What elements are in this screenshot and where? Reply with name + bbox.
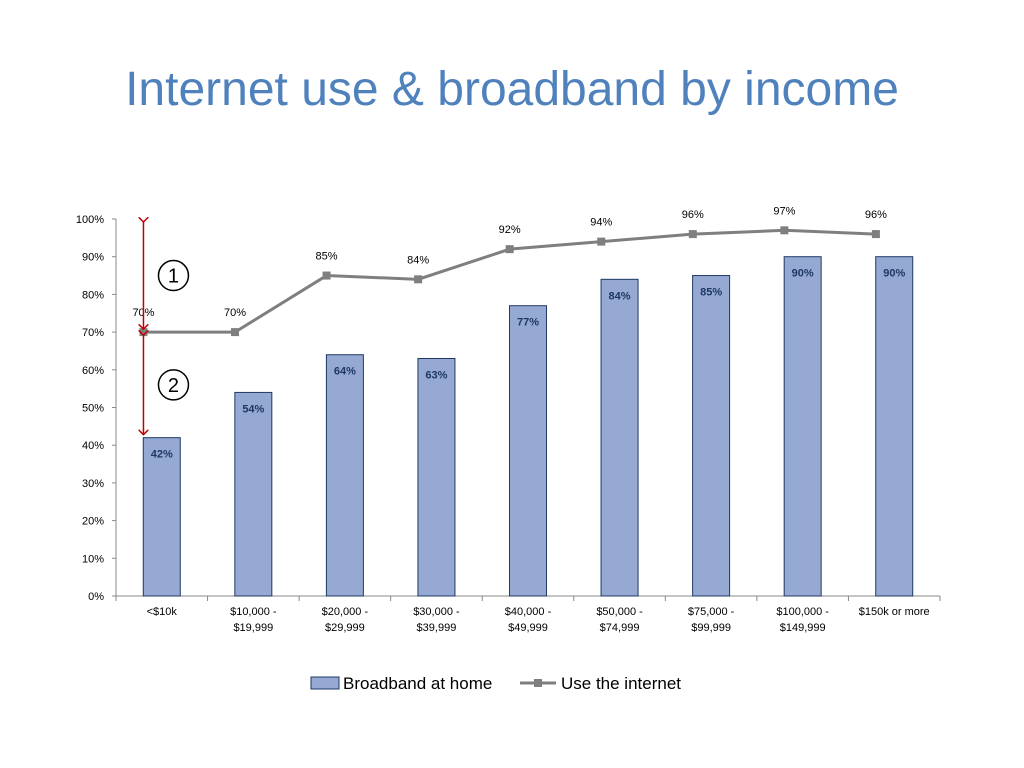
y-tick-label: 70%: [82, 327, 104, 339]
x-tick-label: $50,000 -$74,999: [596, 606, 643, 634]
bar: [600, 278, 639, 597]
x-tick-label: $20,000 -$29,999: [322, 606, 369, 634]
x-tick-label: <$10k: [147, 606, 178, 618]
bar-data-label: 90%: [792, 268, 814, 280]
bar: [875, 256, 914, 597]
y-tick-label: 0%: [88, 591, 104, 603]
x-tick-label: $100,000 -$149,999: [776, 606, 829, 634]
bar: [692, 275, 731, 597]
legend-label-broadband: Broadband at home: [343, 674, 492, 693]
legend-label-internet: Use the internet: [561, 674, 681, 693]
y-tick-label: 20%: [82, 516, 104, 528]
line-data-label: 70%: [224, 307, 246, 319]
line-data-label: 96%: [865, 209, 887, 221]
legend: Broadband at home Use the internet: [310, 674, 681, 693]
line-point: [139, 328, 148, 337]
bar: [234, 391, 273, 597]
line-data-label: 94%: [590, 217, 612, 229]
bar-data-label: 90%: [883, 268, 905, 280]
bar-data-label: 42%: [151, 449, 173, 461]
legend-swatch-marker: [534, 679, 542, 687]
bar: [142, 437, 181, 597]
y-tick-label: 40%: [82, 440, 104, 452]
annotation-number: 2: [168, 375, 179, 397]
line-point: [597, 237, 606, 246]
annotation-number: 1: [168, 266, 179, 288]
y-axis: 0% 10% 20% 30% 40% 50% 60% 70% 80% 90% 100%: [76, 214, 117, 603]
y-tick-label: 30%: [82, 478, 104, 490]
line-point: [322, 271, 331, 280]
y-tick-label: 50%: [82, 403, 104, 415]
x-tick-label: $40,000 -$49,999: [505, 606, 552, 634]
x-tick-label: $30,000 -$39,999: [413, 606, 460, 634]
bar-data-label: 64%: [334, 366, 356, 378]
line-point: [688, 230, 697, 239]
y-tick-label: 80%: [82, 289, 104, 301]
line-data-label: 97%: [773, 205, 795, 217]
bar: [417, 357, 456, 597]
bar-data-label: 84%: [609, 290, 631, 302]
x-axis: <$10k $10,000 -$19,999 $20,000 -$29,999 $30…: [115, 595, 941, 634]
line-data-label: 96%: [682, 209, 704, 221]
line-data-label: 85%: [316, 251, 338, 263]
bar-data-label: 63%: [425, 369, 447, 381]
line-point: [505, 245, 514, 254]
line-point: [414, 275, 423, 284]
legend-swatch-bar: [310, 676, 340, 690]
x-tick-label: $10,000 -$19,999: [230, 606, 277, 634]
bar-series: 42% 54% 64% 63% 77% 84% 85% 90% 90%: [142, 256, 914, 597]
line-data-label: 84%: [407, 254, 429, 266]
y-tick-label: 100%: [76, 214, 104, 226]
y-tick-label: 10%: [82, 553, 104, 565]
bar-data-label: 54%: [242, 403, 264, 415]
y-tick-label: 60%: [82, 365, 104, 377]
line-point: [231, 328, 240, 337]
bar-data-label: 77%: [517, 317, 539, 329]
line-point: [871, 230, 880, 239]
line-data-label: 92%: [499, 224, 521, 236]
line-series: 70%70%85%84%92%94%96%97%96%: [132, 205, 887, 337]
y-tick-label: 90%: [82, 252, 104, 264]
annotation-circle: [157, 259, 190, 292]
x-tick-label: $75,000 -$99,999: [688, 606, 735, 634]
bar-data-label: 85%: [700, 287, 722, 299]
x-tick-label: $150k or more: [859, 606, 930, 618]
annotation-circle: [157, 369, 190, 401]
page-title: Internet use & broadband by income: [125, 63, 899, 116]
line-point: [780, 226, 789, 235]
bar: [783, 256, 822, 597]
bar: [325, 354, 364, 597]
bar: [509, 305, 547, 597]
annotations: 12: [143, 222, 190, 435]
